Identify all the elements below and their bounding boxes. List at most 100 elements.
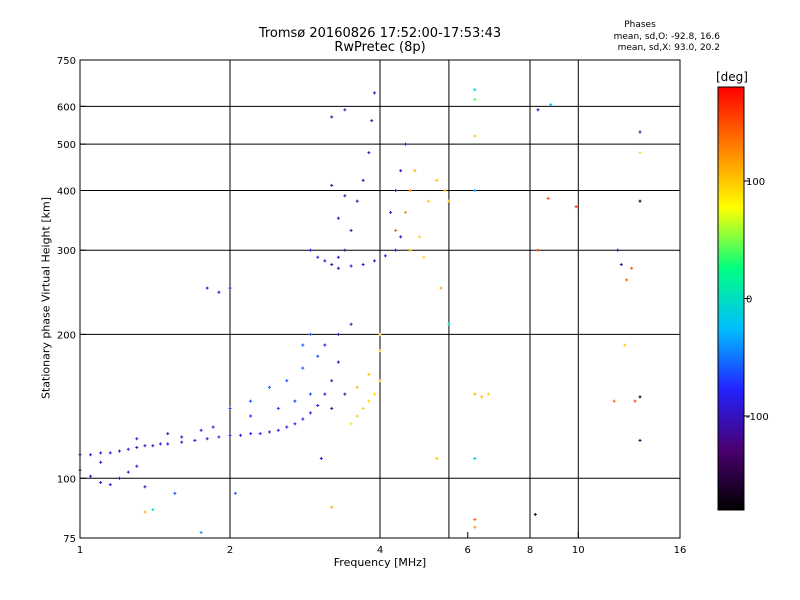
data-point (373, 259, 377, 263)
y-tick-label: 300 (57, 246, 76, 257)
colorbar-tick-label: 0 (746, 295, 752, 306)
data-point (117, 476, 121, 480)
data-point (443, 188, 447, 192)
data-point (301, 366, 305, 370)
data-point (408, 248, 412, 252)
data-point (378, 379, 382, 383)
data-point (355, 414, 359, 418)
data-point (549, 103, 553, 107)
data-point (151, 444, 155, 448)
data-point (89, 453, 93, 457)
colorbar-tick-label: 100 (746, 177, 765, 188)
data-point (336, 216, 340, 220)
data-point (389, 210, 393, 214)
phase-colorbar: 100 0 -100 (717, 86, 769, 511)
data-point (349, 322, 353, 326)
data-point (336, 255, 340, 259)
data-point (249, 399, 253, 403)
data-point (330, 183, 334, 187)
data-point (367, 372, 371, 376)
data-point (99, 460, 103, 464)
data-point (276, 406, 280, 410)
data-point (536, 108, 540, 112)
data-point (126, 447, 130, 451)
data-point (228, 406, 232, 410)
data-point (135, 437, 139, 441)
data-point (473, 517, 477, 521)
data-point (574, 205, 578, 209)
data-point (330, 505, 334, 509)
y-tick-label: 500 (57, 140, 76, 151)
data-point (276, 428, 280, 432)
data-point (422, 255, 426, 259)
data-point (180, 440, 184, 444)
data-point (143, 444, 147, 448)
data-point (330, 406, 334, 410)
data-point (89, 474, 93, 478)
data-point (323, 392, 327, 396)
data-point (316, 255, 320, 259)
data-point (249, 432, 253, 436)
phases-title: Phases (624, 20, 656, 30)
colorbar-ticks: 100 0 -100 (744, 177, 769, 423)
y-axis-label: Stationary phase Virtual Height [km] (39, 196, 53, 400)
data-point (166, 442, 170, 446)
data-point (285, 379, 289, 383)
data-point (473, 392, 477, 396)
data-point (239, 433, 243, 437)
data-point (135, 464, 139, 468)
data-point (228, 433, 232, 437)
data-point (638, 395, 642, 399)
data-point (343, 392, 347, 396)
y-tick-label: 75 (63, 534, 76, 545)
data-point (378, 349, 382, 353)
data-point (394, 188, 398, 192)
data-point (373, 91, 377, 95)
data-point (108, 483, 112, 487)
phases-x-stats: mean, sd,X: 93.0, 20.2 (617, 43, 720, 53)
data-point (638, 438, 642, 442)
data-point (217, 290, 221, 294)
data-point (166, 432, 170, 436)
data-point (308, 248, 312, 252)
x-tick-label: 1 (77, 545, 83, 556)
data-point (301, 417, 305, 421)
data-point (473, 188, 477, 192)
data-point (126, 470, 130, 474)
data-point (217, 435, 221, 439)
data-point (249, 414, 253, 418)
data-point (330, 115, 334, 119)
data-point (426, 199, 430, 203)
data-point (623, 343, 627, 347)
data-point (625, 278, 629, 282)
data-point (258, 432, 262, 436)
x-tick-label: 10 (572, 545, 585, 556)
data-point (135, 445, 139, 449)
x-tick-label: 4 (377, 545, 383, 556)
data-point (108, 451, 112, 455)
data-point (205, 286, 209, 290)
data-point (180, 435, 184, 439)
data-point (308, 332, 312, 336)
data-point (435, 456, 439, 460)
data-point (536, 248, 540, 252)
data-point (616, 248, 620, 252)
data-point (319, 456, 323, 460)
data-point (117, 449, 121, 453)
data-point (199, 531, 203, 535)
data-point (323, 343, 327, 347)
y-tick-label: 100 (57, 474, 76, 485)
data-point (193, 438, 197, 442)
data-point (267, 385, 271, 389)
data-point (99, 480, 103, 484)
y-tick-label: 600 (57, 102, 76, 113)
data-point (308, 411, 312, 415)
data-point (447, 322, 451, 326)
data-point (301, 343, 305, 347)
data-point (533, 512, 537, 516)
data-point (413, 169, 417, 173)
y-tick-label: 400 (57, 186, 76, 197)
data-point (638, 151, 642, 155)
data-point (473, 456, 477, 460)
